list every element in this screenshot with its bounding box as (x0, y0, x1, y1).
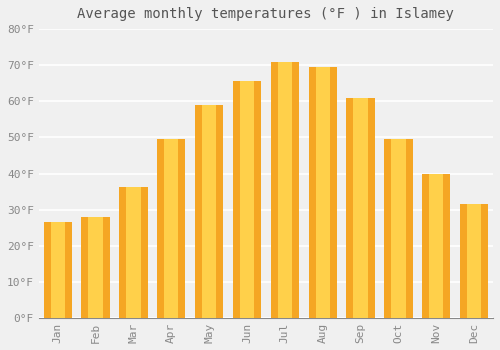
Bar (460, 204, 488, 318)
Bar (384, 139, 412, 318)
Bar (308, 67, 337, 318)
Bar (44, 222, 72, 318)
Bar (195, 105, 224, 318)
Bar (278, 62, 292, 318)
Bar (233, 82, 261, 318)
Bar (346, 98, 375, 318)
Bar (467, 204, 481, 318)
Bar (202, 105, 216, 318)
Bar (50, 222, 65, 318)
Bar (82, 217, 110, 318)
Bar (164, 139, 178, 318)
Bar (422, 174, 450, 318)
Title: Average monthly temperatures (°F ) in Islamey: Average monthly temperatures (°F ) in Is… (78, 7, 454, 21)
Bar (240, 82, 254, 318)
Bar (354, 98, 368, 318)
Bar (157, 139, 186, 318)
Bar (270, 62, 299, 318)
Bar (392, 139, 406, 318)
Bar (316, 67, 330, 318)
Bar (119, 187, 148, 318)
Bar (126, 187, 140, 318)
Bar (429, 174, 444, 318)
Bar (88, 217, 102, 318)
